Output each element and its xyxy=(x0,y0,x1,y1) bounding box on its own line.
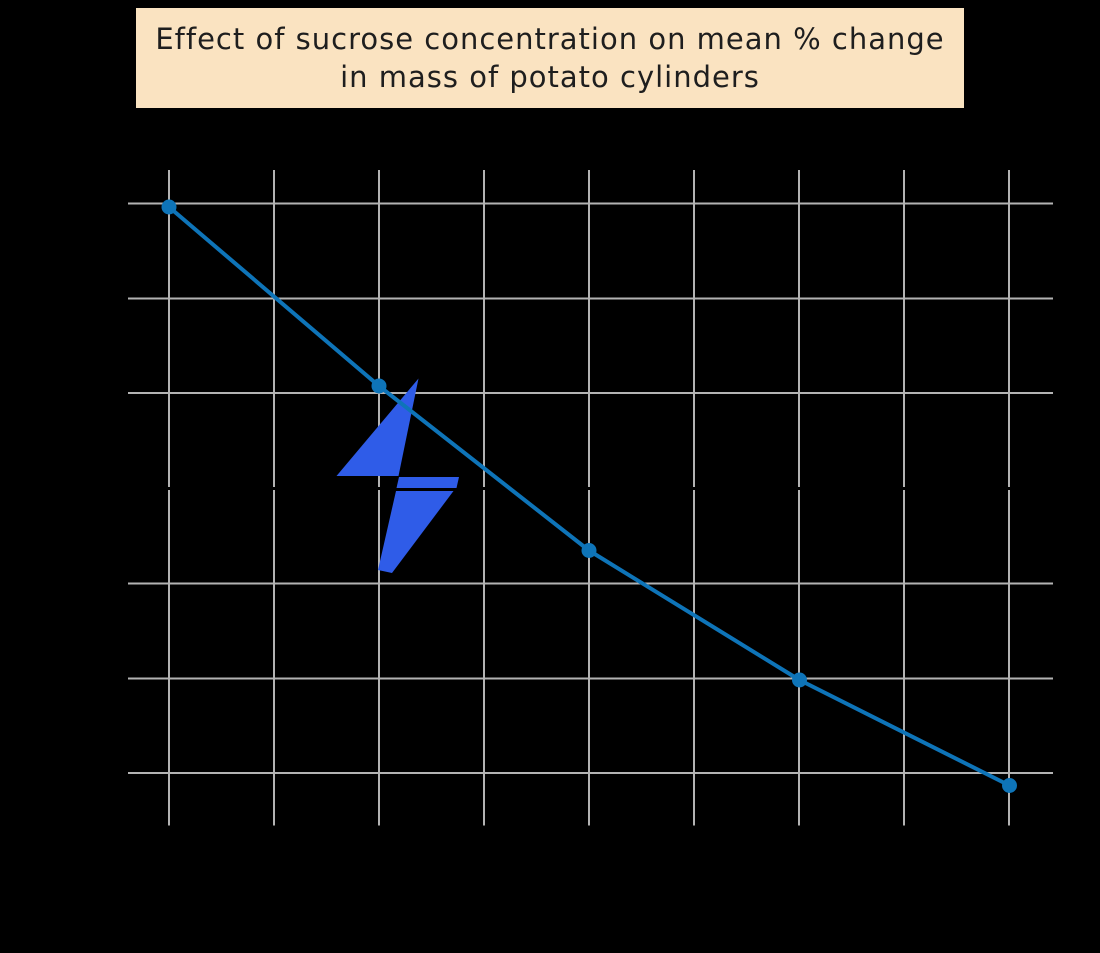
chart-title-banner: Effect of sucrose concentration on mean … xyxy=(136,8,964,108)
lightning-bolt-icon xyxy=(336,378,459,573)
chart-title-line-1: Effect of sucrose concentration on mean … xyxy=(155,22,945,56)
chart-title-line-2: in mass of potato cylinders xyxy=(340,60,760,94)
data-point-markers xyxy=(161,199,1017,793)
gridlines xyxy=(128,170,1053,826)
